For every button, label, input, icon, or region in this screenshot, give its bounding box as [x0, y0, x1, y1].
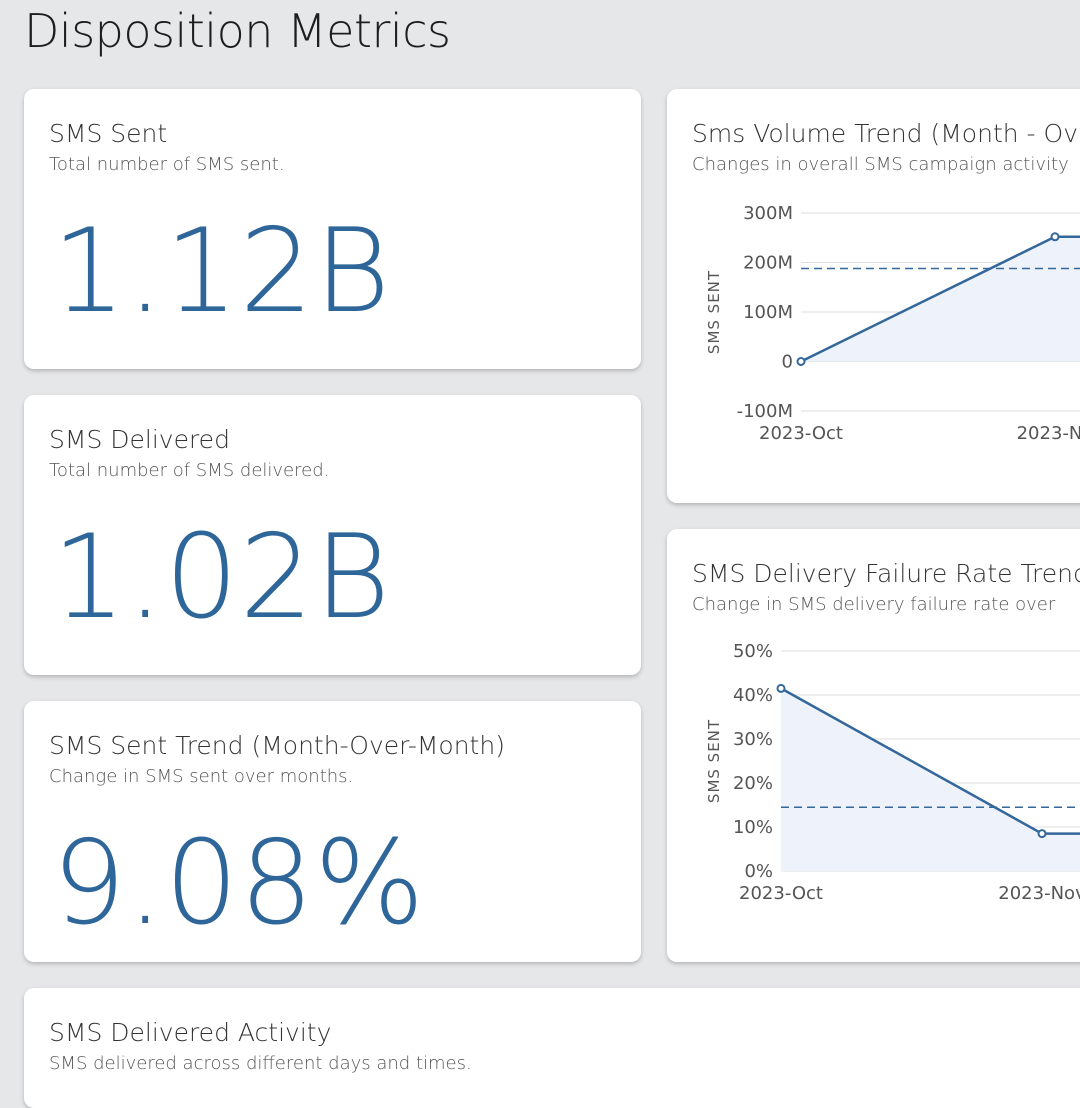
y-tick-label: 20%	[733, 773, 773, 794]
y-tick-label: 10%	[733, 817, 773, 838]
data-point	[1037, 829, 1047, 839]
y-tick-label: 100M	[743, 302, 793, 323]
card-subtitle: Change in SMS sent over months.	[49, 766, 354, 787]
x-tick-label: 2023-Oct	[759, 423, 843, 444]
card-subtitle: Changes in overall SMS campaign activity	[692, 154, 1069, 175]
y-tick-label: 0%	[744, 861, 773, 882]
sms-sent-value: 1.12B	[52, 204, 392, 339]
x-tick-label: 2023-No	[1017, 423, 1080, 444]
card-title: SMS Delivered	[49, 425, 230, 454]
sms-failure-rate-chart[interactable]: 50% 40% 30% 20% 10% 0%2023-Oct 2023-Nov SMS SEN…	[667, 529, 1080, 962]
x-tick-label: 2023-Nov	[998, 883, 1080, 904]
sms-volume-trend-card: Sms Volume Trend (Month - Over Changes i…	[667, 89, 1080, 503]
y-tick-label: 200M	[743, 253, 793, 274]
sms-sent-card: SMS Sent Total number of SMS sent. 1.12B	[24, 89, 641, 369]
data-point	[796, 357, 806, 366]
card-title: SMS Delivered Activity	[49, 1018, 332, 1047]
card-title: SMS Sent	[49, 119, 168, 148]
sms-delivered-value: 1.02B	[52, 510, 392, 645]
sms-sent-trend-card: SMS Sent Trend (Month-Over-Month) Change…	[24, 701, 641, 962]
page-title: Disposition Metrics	[24, 4, 451, 58]
y-tick-label: 30%	[733, 729, 773, 750]
card-subtitle: Total number of SMS delivered.	[49, 460, 330, 481]
sms-delivered-card: SMS Delivered Total number of SMS delive…	[24, 395, 641, 675]
y-tick-label: -100M	[737, 401, 793, 422]
sms-sent-trend-value: 9.08%	[52, 816, 426, 951]
y-axis-title: SMS SENT	[705, 270, 723, 354]
sms-failure-rate-card: SMS Delivery Failure Rate Trend (M Chang…	[667, 529, 1080, 962]
y-tick-label: 40%	[733, 685, 773, 706]
area-fill	[801, 236, 1080, 362]
y-tick-label: 50%	[733, 641, 773, 662]
sms-delivered-activity-card: SMS Delivered Activity SMS delivered acr…	[24, 988, 1080, 1108]
card-title: SMS Delivery Failure Rate Trend (M	[692, 559, 1080, 588]
card-title: SMS Sent Trend (Month-Over-Month)	[49, 731, 505, 760]
y-tick-label: 0	[782, 352, 793, 373]
data-point	[776, 683, 786, 693]
card-subtitle: Total number of SMS sent.	[49, 154, 285, 175]
y-axis-title: SMS SENT	[705, 719, 723, 803]
area-fill	[781, 688, 1080, 871]
card-subtitle: Change in SMS delivery failure rate over	[692, 594, 1056, 615]
x-tick-label: 2023-Oct	[739, 883, 823, 904]
card-subtitle: SMS delivered across different days and …	[49, 1053, 472, 1074]
y-tick-label: 300M	[743, 203, 793, 224]
card-title: Sms Volume Trend (Month - Over	[692, 119, 1080, 148]
data-point	[1050, 232, 1060, 242]
